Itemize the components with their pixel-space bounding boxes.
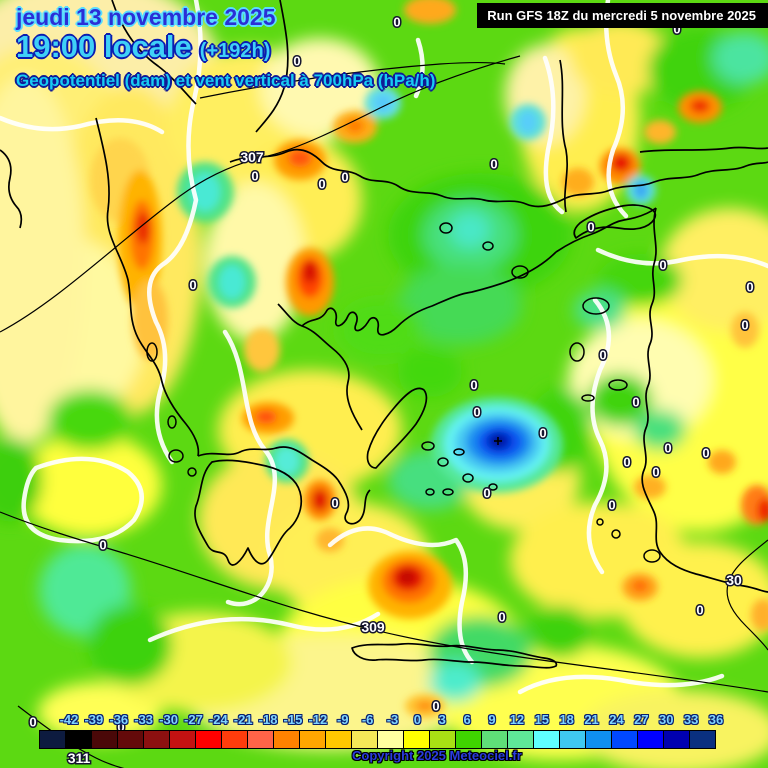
zero-contour-label: 0 — [29, 715, 36, 730]
zero-contour-label: 0 — [539, 426, 546, 441]
zero-contour-label: 0 — [696, 603, 703, 618]
geopotential-contour-label: 311 — [68, 750, 91, 766]
zero-contour-label: 0 — [470, 378, 477, 393]
scale-cell — [248, 731, 274, 748]
scale-cell — [144, 731, 170, 748]
scale-cell — [612, 731, 638, 748]
map-zero-labels: 0 0 0 0 0 0 0 0 0 0 0 0 0 0 0 0 0 0 0 0 0 0 0 0 0 0 0 0 0 0 — [28, 13, 755, 736]
run-info-box: Run GFS 18Z du mercredi 5 novembre 2025 — [477, 3, 768, 28]
scale-cell — [482, 731, 508, 748]
scale-cell — [586, 731, 612, 748]
zero-contour-label: 0 — [608, 498, 615, 513]
zero-contour-label: 0 — [664, 441, 671, 456]
geopotential-contour-label: 309 — [361, 619, 385, 635]
geopotential-contour-label: 30 — [726, 572, 742, 588]
scale-cell — [534, 731, 560, 748]
zero-contour-label: 0 — [483, 486, 490, 501]
zero-contour-label: 0 — [251, 169, 258, 184]
zero-contour-label: 0 — [117, 720, 124, 735]
copyright-text: Copyright 2025 Meteociel.fr — [352, 748, 522, 763]
scale-cell — [508, 731, 534, 748]
scale-cell — [300, 731, 326, 748]
zero-contour-label: 0 — [498, 610, 505, 625]
scale-cell — [66, 731, 92, 748]
velocity-extrema — [90, 0, 768, 718]
zero-contour-label: 0 — [473, 405, 480, 420]
color-scale — [39, 730, 716, 749]
zero-contour-label: 0 — [490, 157, 497, 172]
run-info-text: Run GFS 18Z du mercredi 5 novembre 2025 — [487, 8, 756, 23]
zero-contour-label: 0 — [599, 348, 606, 363]
zero-contour-label: 0 — [673, 22, 680, 37]
scale-cell — [430, 731, 456, 748]
zero-contour-label: 0 — [318, 177, 325, 192]
scale-cell — [404, 731, 430, 748]
scale-cell — [40, 731, 66, 748]
scale-cell — [560, 731, 586, 748]
minimum-marker — [494, 437, 502, 445]
zero-contour-label: 0 — [587, 220, 594, 235]
zero-contour-lines — [0, 0, 768, 695]
zero-contour-label: 0 — [99, 538, 106, 553]
geopotential-contour-label: 307 — [240, 149, 264, 165]
zero-contour-label: 0 — [632, 395, 639, 410]
scale-cell — [664, 731, 690, 748]
scale-cell — [222, 731, 248, 748]
scale-cell — [326, 731, 352, 748]
scale-cell — [196, 731, 222, 748]
zero-contour-label: 0 — [341, 170, 348, 185]
zero-contour-label: 0 — [741, 318, 748, 333]
scale-cell — [690, 731, 715, 748]
coastlines — [0, 0, 768, 669]
map-geopotential-labels: 307 309 311 30 — [66, 148, 743, 768]
zero-contour-label: 0 — [659, 258, 666, 273]
scale-cell — [92, 731, 118, 748]
islands — [146, 222, 661, 563]
scale-cell — [170, 731, 196, 748]
scale-cell — [456, 731, 482, 748]
zero-contour-label: 0 — [652, 465, 659, 480]
scale-cell — [352, 731, 378, 748]
scale-cell — [378, 731, 404, 748]
zero-contour-label: 0 — [623, 455, 630, 470]
scale-cell — [118, 731, 144, 748]
geopotential-contours — [0, 55, 768, 768]
zero-contour-label: 0 — [746, 280, 753, 295]
zero-contour-label: 0 — [189, 278, 196, 293]
scale-cell — [638, 731, 664, 748]
zero-contour-label: 0 — [293, 54, 300, 69]
scale-cell — [274, 731, 300, 748]
zero-contour-label: 0 — [432, 699, 439, 714]
zero-contour-label: 0 — [331, 496, 338, 511]
zero-contour-label: 0 — [393, 15, 400, 30]
zero-contour-label: 0 — [702, 446, 709, 461]
